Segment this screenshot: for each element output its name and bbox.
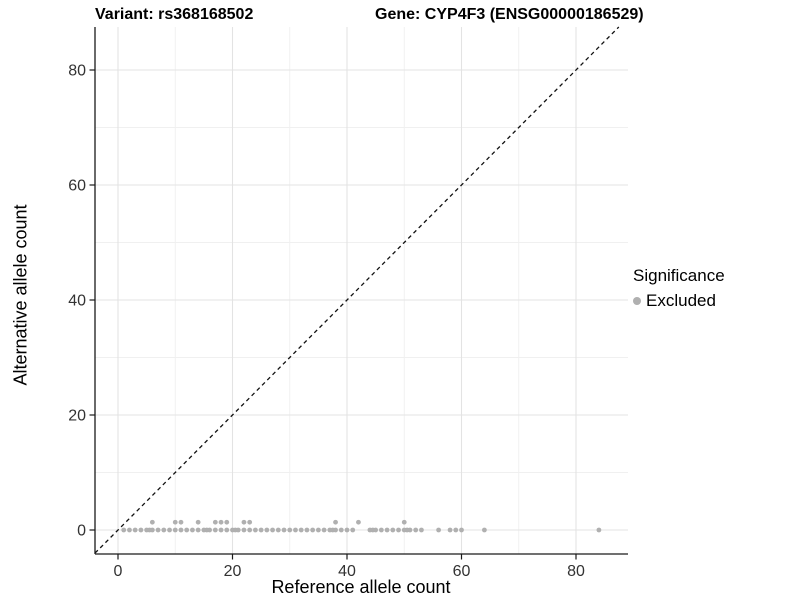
data-point	[453, 527, 459, 533]
data-point	[247, 527, 253, 533]
data-point	[127, 527, 132, 533]
data-point	[167, 527, 172, 533]
data-point	[293, 527, 298, 533]
legend-point-icon	[633, 297, 641, 305]
identity-line	[94, 26, 620, 554]
plot-title-gene: Gene: CYP4F3 (ENSG00000186529)	[375, 6, 644, 23]
data-point	[310, 527, 316, 533]
data-point	[482, 527, 487, 533]
data-point	[419, 527, 424, 533]
x-axis-title: Reference allele count	[271, 577, 451, 597]
data-point	[190, 527, 195, 533]
data-point	[155, 527, 161, 533]
data-point	[224, 527, 230, 533]
legend-item-excluded: Excluded	[633, 291, 725, 311]
data-point	[396, 527, 401, 533]
data-point	[304, 527, 310, 533]
data-point	[138, 527, 144, 533]
data-point	[121, 527, 127, 533]
x-tick-label: 0	[114, 563, 123, 580]
data-point	[350, 527, 356, 533]
data-point	[407, 527, 413, 533]
y-tick-label: 80	[68, 63, 86, 80]
data-point	[241, 527, 247, 533]
data-point	[333, 519, 338, 525]
data-point	[149, 527, 155, 533]
data-point	[373, 527, 379, 533]
y-axis-title: Alternative allele count	[10, 204, 31, 386]
data-point	[149, 519, 155, 525]
data-point	[356, 519, 361, 525]
y-tick-label: 0	[77, 523, 86, 540]
data-point	[270, 527, 275, 533]
data-point	[212, 519, 218, 525]
data-point	[195, 519, 201, 525]
data-point	[218, 527, 224, 533]
data-point	[459, 527, 464, 533]
data-point	[195, 527, 201, 533]
data-point	[207, 527, 213, 533]
plot-title-variant: Variant: rs368168502	[95, 6, 254, 23]
data-point	[172, 519, 178, 525]
data-point	[258, 527, 264, 533]
data-point	[275, 527, 281, 533]
data-point	[224, 519, 230, 525]
data-point	[315, 527, 321, 533]
data-point	[436, 527, 441, 533]
data-point	[338, 527, 344, 533]
data-point	[401, 519, 407, 525]
data-point	[390, 527, 396, 533]
x-tick-label: 20	[224, 563, 242, 580]
data-point	[413, 527, 419, 533]
x-tick-label: 60	[453, 563, 471, 580]
y-tick-label: 60	[68, 178, 86, 195]
legend-title: Significance	[633, 266, 725, 285]
data-point	[247, 519, 253, 525]
data-point	[447, 527, 453, 533]
x-tick-label: 80	[567, 563, 585, 580]
data-point	[384, 527, 390, 533]
data-point	[184, 527, 190, 533]
data-point	[333, 527, 338, 533]
data-point	[218, 519, 224, 525]
data-point	[344, 527, 350, 533]
data-point	[378, 527, 384, 533]
data-point	[264, 527, 270, 533]
data-point	[241, 519, 247, 525]
legend: Significance Excluded	[633, 266, 725, 311]
data-point	[132, 527, 138, 533]
data-point	[596, 527, 602, 533]
data-point	[298, 527, 304, 533]
data-point	[321, 527, 327, 533]
data-point	[281, 527, 287, 533]
data-point	[178, 527, 184, 533]
legend-item-label: Excluded	[646, 291, 716, 310]
data-point	[161, 527, 167, 533]
data-point	[212, 527, 218, 533]
data-point	[172, 527, 178, 533]
y-tick-label: 20	[68, 408, 86, 425]
data-point	[235, 527, 241, 533]
data-point	[253, 527, 258, 533]
x-tick-label: 40	[338, 563, 356, 580]
data-point	[178, 519, 184, 525]
y-tick-label: 40	[68, 293, 86, 310]
data-point	[287, 527, 293, 533]
